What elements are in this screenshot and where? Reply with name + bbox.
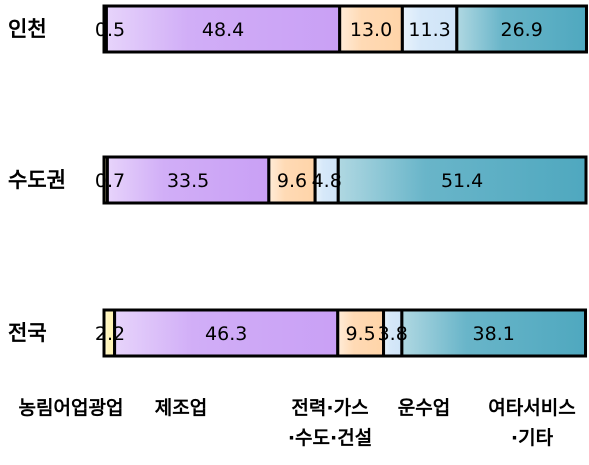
value-label: 33.5 — [167, 170, 209, 192]
legend: 농림어업광업 제조업 전력·가스 ·수도·건설 운수업 여타서비스 ·기타 — [19, 397, 576, 449]
category-label: 전국 — [8, 321, 47, 345]
category-label: 수도권 — [8, 168, 66, 192]
value-label: 0.5 — [95, 19, 125, 41]
legend-label: ·수도·건설 — [288, 427, 372, 449]
value-label: 0.7 — [95, 170, 125, 192]
legend-label: 농림어업광업 — [19, 397, 124, 419]
bar-segment-manufacturing — [105, 155, 271, 205]
value-label: 11.3 — [408, 19, 450, 41]
value-label: 9.5 — [346, 323, 376, 345]
value-label: 38.1 — [473, 323, 515, 345]
bars-group: 0.5 48.4 13.0 11.3 26.9 0.7 33.5 9.6 4.8 51.4 2.2 4… — [95, 4, 588, 358]
legend-label: ·기타 — [511, 427, 554, 449]
bar-segment-other-services — [455, 4, 588, 54]
value-label: 2.2 — [95, 323, 125, 345]
category-label: 인천 — [8, 17, 47, 41]
legend-label: 여타서비스 — [488, 397, 575, 419]
value-label: 46.3 — [205, 323, 247, 345]
value-label: 13.0 — [350, 19, 392, 41]
bar-segment-other-services — [336, 155, 588, 205]
bar-segment-utilities-construction — [338, 4, 404, 54]
bar-segment-utilities-construction — [336, 308, 386, 358]
value-label: 51.4 — [441, 170, 483, 192]
value-label: 48.4 — [202, 19, 244, 41]
legend-label: 전력·가스 — [291, 397, 368, 419]
value-label: 26.9 — [500, 19, 542, 41]
legend-label: 제조업 — [155, 397, 207, 419]
value-label: 9.6 — [277, 170, 307, 192]
bar-segment-manufacturing — [113, 308, 340, 358]
legend-label: 운수업 — [398, 397, 450, 419]
value-label: 3.8 — [378, 323, 408, 345]
bar-segment-other-services — [400, 308, 588, 358]
value-label: 4.8 — [312, 170, 342, 192]
